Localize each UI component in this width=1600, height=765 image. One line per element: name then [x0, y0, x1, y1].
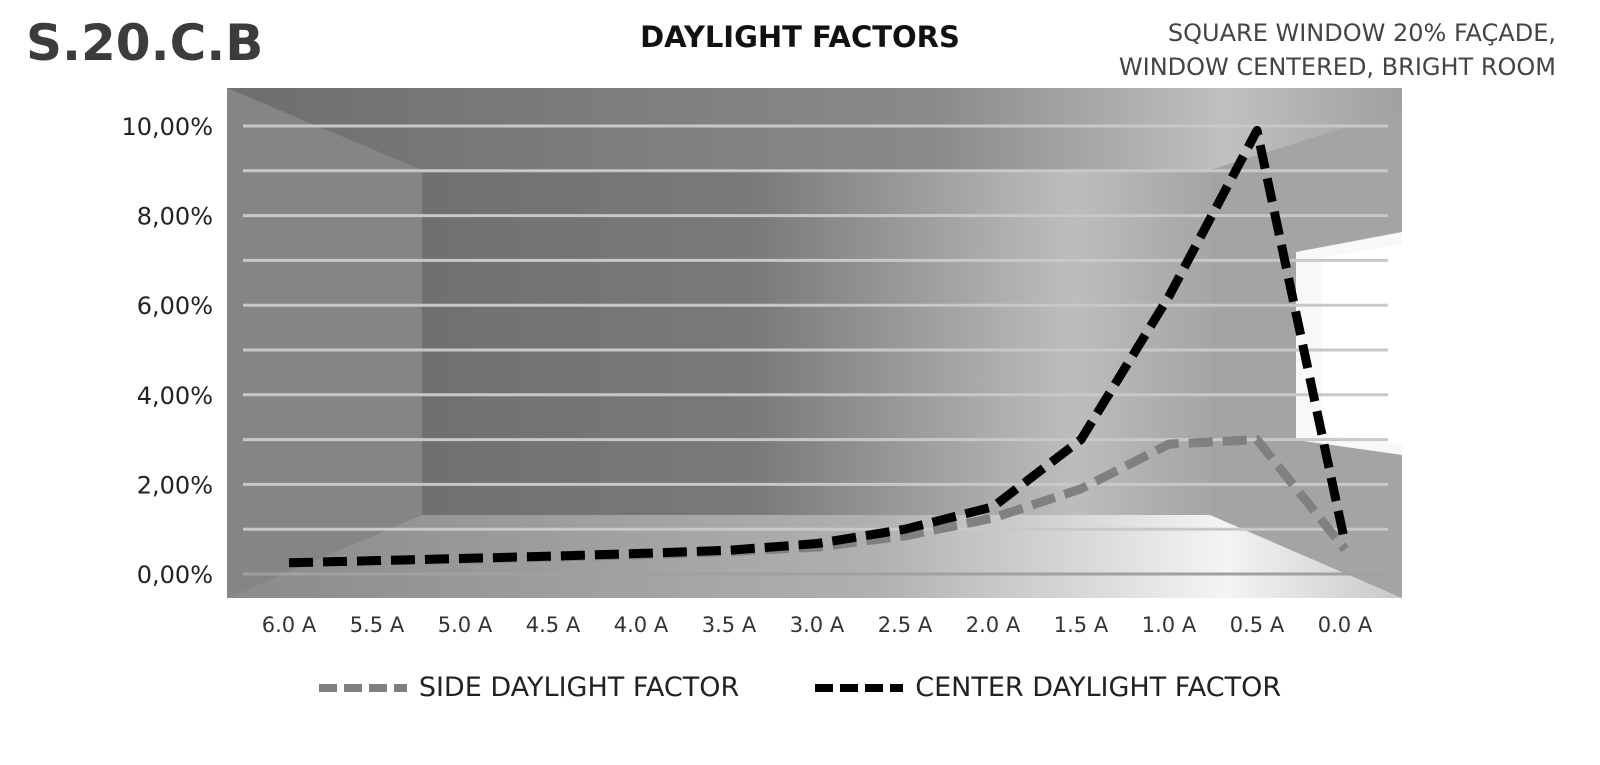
center-daylight-line [288, 125, 1350, 568]
y-tick-label: 0,00% [137, 561, 213, 589]
x-tick-label: 1.5 A [1054, 613, 1109, 637]
x-tick-label: 3.0 A [790, 613, 845, 637]
side-dash-swatch-icon [318, 683, 407, 692]
subtitle-line-1: SQUARE WINDOW 20% FAÇADE, [1167, 19, 1556, 47]
legend-item-center: CENTER DAYLIGHT FACTOR [815, 672, 1281, 703]
chart-title: DAYLIGHT FACTORS [640, 20, 960, 54]
x-tick-label: 2.5 A [878, 613, 933, 637]
legend: SIDE DAYLIGHT FACTOR CENTER DAYLIGHT FAC… [0, 672, 1600, 703]
x-axis: 6.0 A 5.5 A 5.0 A 4.5 A 4.0 A 3.5 A 3.0 A 2.5 A… [262, 613, 1373, 637]
chart-code-label: S.20.C.B [26, 14, 264, 72]
y-tick-label: 10,00% [121, 113, 213, 141]
legend-item-side: SIDE DAYLIGHT FACTOR [318, 672, 740, 703]
legend-label-side: SIDE DAYLIGHT FACTOR [418, 672, 740, 703]
chart-subtitle: SQUARE WINDOW 20% FAÇADE, WINDOW CENTERE… [1119, 16, 1556, 84]
x-tick-label: 4.5 A [526, 613, 581, 637]
room-background [227, 88, 1402, 598]
x-tick-label: 0.0 A [1318, 613, 1373, 637]
y-tick-label: 8,00% [137, 203, 213, 231]
center-dash-swatch-icon [815, 683, 904, 692]
x-tick-label: 1.0 A [1142, 613, 1197, 637]
y-tick-label: 6,00% [137, 292, 213, 320]
legend-label-center: CENTER DAYLIGHT FACTOR [915, 672, 1282, 703]
x-tick-label: 4.0 A [614, 613, 669, 637]
x-tick-label: 0.5 A [1230, 613, 1285, 637]
gridlines [243, 124, 1388, 576]
x-tick-label: 3.5 A [702, 613, 757, 637]
y-tick-label: 4,00% [137, 382, 213, 410]
series-lines [288, 125, 1350, 568]
x-tick-label: 6.0 A [262, 613, 317, 637]
y-tick-label: 2,00% [137, 471, 213, 499]
subtitle-line-2: WINDOW CENTERED, BRIGHT ROOM [1118, 53, 1556, 81]
x-tick-label: 2.0 A [966, 613, 1021, 637]
y-axis: 0,00% 2,00% 4,00% 6,00% 8,00% 10,00% [121, 113, 213, 589]
x-tick-label: 5.5 A [350, 613, 405, 637]
x-tick-label: 5.0 A [438, 613, 493, 637]
